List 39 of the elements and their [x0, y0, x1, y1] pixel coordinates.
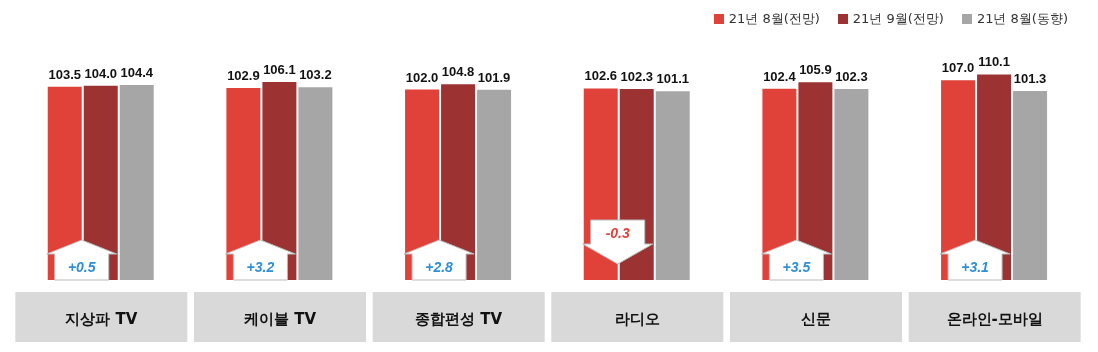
data-label: 104.4	[120, 65, 154, 81]
bar	[477, 89, 512, 280]
data-label: 107.0	[941, 60, 975, 76]
data-label: 104.8	[441, 64, 475, 80]
legend-label: 21년 8월(전망)	[728, 10, 820, 28]
data-label: 101.1	[656, 71, 690, 87]
x-tick-label: 라디오	[614, 310, 660, 328]
data-label: 103.5	[48, 66, 82, 82]
data-label: 102.6	[584, 68, 618, 84]
x-tick-label: 신문	[801, 310, 831, 328]
data-label: 101.3	[1013, 70, 1047, 86]
bar	[119, 85, 154, 280]
annotation: +2.8	[425, 259, 454, 275]
annotation: +3.2	[246, 259, 275, 275]
data-label: 105.9	[799, 62, 832, 78]
x-tick-label: 케이블 TV	[243, 310, 317, 328]
data-label: 110.1	[978, 54, 1010, 70]
x-tick-label: 온라인-모바일	[946, 310, 1043, 328]
bar	[655, 91, 690, 280]
annotation: +3.5	[782, 259, 811, 275]
bar	[298, 87, 333, 280]
data-label: 102.9	[227, 67, 260, 83]
data-label: 106.1	[263, 61, 296, 77]
x-tick-label: 지상파 TV	[65, 310, 138, 328]
bar	[1013, 90, 1048, 280]
bar	[834, 89, 869, 280]
data-label: 104.0	[84, 65, 118, 81]
legend-label: 21년 8월(동향)	[976, 10, 1068, 28]
data-label: 102.3	[835, 69, 868, 85]
x-tick-label: 종합편성 TV	[415, 310, 503, 328]
data-label: 102.0	[405, 69, 439, 85]
annotation: +3.1	[961, 259, 990, 275]
data-label: 101.9	[477, 69, 511, 85]
legend-label: 21년 9월(전망)	[852, 10, 944, 28]
data-label: 102.4	[763, 68, 797, 84]
data-label: 102.3	[620, 69, 654, 85]
annotation: +0.5	[67, 259, 96, 275]
data-label: 103.2	[299, 67, 332, 83]
annotation: -0.3	[605, 225, 631, 241]
